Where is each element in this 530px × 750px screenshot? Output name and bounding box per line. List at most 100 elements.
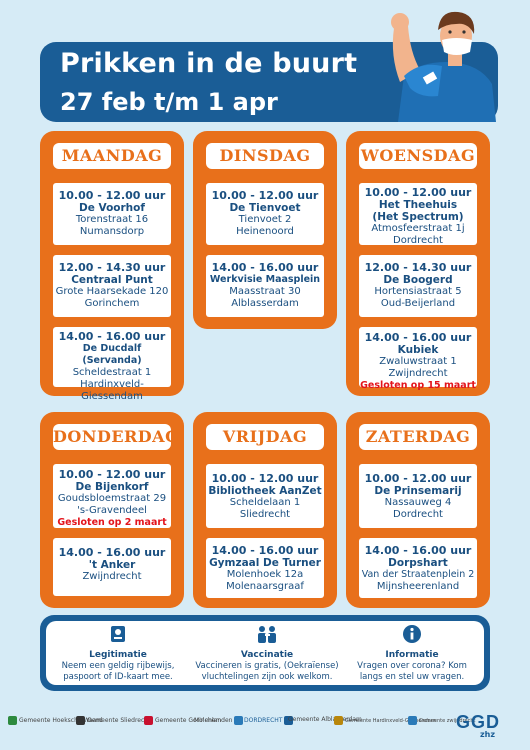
partner-logos: Gemeente Hoeksche Waard Gemeente Sliedre… <box>0 708 530 738</box>
slot-time: 14.00 - 16.00 uur <box>364 331 472 344</box>
hardinxveld-logo-icon <box>334 716 343 725</box>
info-panel-inner: Legitimatie Neem een geldig rijbewijs, p… <box>46 621 484 685</box>
slot-place: Dorpshart <box>388 557 448 569</box>
logo-label: Gemeente Alblasserdam <box>288 716 362 723</box>
slot-time: 14.00 - 16.00 uur <box>58 330 166 343</box>
slot-address: Hortensiastraat 5 <box>374 286 462 297</box>
slot-town: Giessendam <box>81 391 143 402</box>
slot-place: Bibliotheek AanZet <box>208 485 322 497</box>
slot-town: Zwijndrecht <box>82 571 142 582</box>
day-heading: VRIJDAG <box>206 424 324 450</box>
slot-place: De Tienvoet <box>229 202 301 214</box>
info-body: Vragen over corona? Kom <box>357 661 467 671</box>
logo-label: Gemeente Gorinchem <box>155 717 222 724</box>
slot-town: Mijnsheerenland <box>376 581 460 592</box>
slot-time: 10.00 - 12.00 uur <box>364 186 472 199</box>
logo-label: Gemeente Hardinxveld-Giessendam <box>345 718 436 724</box>
id-card-icon <box>111 626 125 642</box>
info-heading: Vaccinatie <box>240 650 294 660</box>
slot-town: Numansdorp <box>79 226 145 237</box>
day-card-zaterdag: ZATERDAG 10.00 - 12.00 uur De Prinsemari… <box>346 412 490 608</box>
slot-address: Scheldelaan 1 <box>229 497 301 508</box>
slot-time: 14.00 - 16.00 uur <box>211 544 319 557</box>
logo-hoeksche-waard: Gemeente Hoeksche Waard <box>8 716 103 725</box>
slot: 10.00 - 12.00 uur De Voorhof Torenstraat… <box>53 183 171 245</box>
slot-town: Oud-Beijerland <box>380 298 456 309</box>
slot-place: Kubiek <box>397 344 439 356</box>
info-icon <box>403 625 421 643</box>
logo-molenlanden: Molenlanden <box>194 716 245 725</box>
zwijndrecht-logo-icon <box>408 716 417 725</box>
slot-time: 10.00 - 12.00 uur <box>58 189 166 202</box>
dordrecht-logo-icon <box>284 716 294 725</box>
logo-sliedrecht: Gemeente Sliedrecht <box>76 716 150 725</box>
info-panel: Legitimatie Neem een geldig rijbewijs, p… <box>40 615 490 691</box>
slot-town: 's-Gravendeel <box>77 505 147 516</box>
slot-address: Grote Haarsekade 120 <box>55 286 169 297</box>
closed-notice: Gesloten op 2 maart <box>57 517 167 528</box>
slot: 10.00 - 12.00 uur De Tienvoet Tienvoet 2… <box>206 183 324 245</box>
slot-address: Zwaluwstraat 1 <box>379 356 457 367</box>
slot-time: 10.00 - 12.00 uur <box>211 472 319 485</box>
slot-address: Goudsbloemstraat 29 <box>57 493 167 504</box>
info-body: langs en stel uw vragen. <box>359 672 465 682</box>
slot: 10.00 - 12.00 uur De Bijenkorf Goudsbloe… <box>53 464 171 528</box>
day-card-vrijdag: VRIJDAG 10.00 - 12.00 uur Bibliotheek Aa… <box>193 412 337 608</box>
info-legitimatie: Legitimatie Neem een geldig rijbewijs, p… <box>48 625 188 683</box>
sliedrecht-logo-icon <box>76 716 85 725</box>
slot-place: 't Anker <box>88 559 136 571</box>
slot-town: Gorinchem <box>84 298 140 309</box>
day-card-woensdag: WOENSDAG 10.00 - 12.00 uur Het Theehuis … <box>346 131 490 396</box>
title-line-2: 27 feb t/m 1 apr <box>60 88 278 116</box>
slot-place: Gymzaal De Turner <box>209 557 321 569</box>
slot-address: Scheldestraat 1 <box>72 367 152 378</box>
slot-time: 10.00 - 12.00 uur <box>211 189 319 202</box>
slot: 12.00 - 14.30 uur Centraal Punt Grote Ha… <box>53 255 171 317</box>
day-card-donderdag: DONDERDAG 10.00 - 12.00 uur De Bijenkorf… <box>40 412 184 608</box>
slot-time: 10.00 - 12.00 uur <box>364 472 472 485</box>
slot-town: Molenaarsgraaf <box>226 581 304 592</box>
slot-time: 10.00 - 12.00 uur <box>58 468 166 481</box>
slot: 14.00 - 16.00 uur Kubiek Zwaluwstraat 1 … <box>359 327 477 391</box>
molenlanden-logo-icon <box>234 716 244 725</box>
logo-dordrecht: DORDRECHT <box>244 716 295 725</box>
slot: 14.00 - 16.00 uur Gymzaal De Turner Mole… <box>206 538 324 598</box>
slot-town: Sliedrecht <box>239 509 291 520</box>
logo-label: Gemeente Sliedrecht <box>87 717 151 724</box>
logo-label: Molenlanden <box>194 717 233 724</box>
day-card-dinsdag: DINSDAG 10.00 - 12.00 uur De Tienvoet Ti… <box>193 131 337 329</box>
slot-town: Zwijndrecht <box>388 368 448 379</box>
slot-time: 14.00 - 16.00 uur <box>364 544 472 557</box>
slot: 14.00 - 16.00 uur 't Anker Zwijndrecht <box>53 538 171 596</box>
slot-town: Dordrecht <box>393 235 443 246</box>
slot-time: 14.00 - 16.00 uur <box>211 261 319 274</box>
slot-town: Dordrecht <box>393 509 443 520</box>
day-heading: WOENSDAG <box>359 143 477 169</box>
logo-hardinxveld-giessendam: Gemeente Hardinxveld-Giessendam <box>334 716 436 725</box>
ggd-logo: GGD <box>456 712 501 732</box>
slot-place: Werkvisie Maasplein <box>209 274 321 285</box>
closed-notice: Gesloten op 15 maart <box>360 380 476 391</box>
day-heading: DONDERDAG <box>53 424 179 450</box>
slot-place-detail: (Het Spectrum) <box>372 211 464 223</box>
slot-town: Hardinxveld- <box>80 379 144 390</box>
slot-place: Het Theehuis <box>378 199 458 211</box>
info-heading: Legitimatie <box>89 650 147 660</box>
info-body: Neem een geldig rijbewijs, <box>61 661 175 671</box>
logo-zwijndrecht: Gemeente zwijndrecht <box>408 716 476 725</box>
slot-address: Maasstraat 30 <box>229 286 301 297</box>
logo-alblasserdam: Gemeente Alblasserdam <box>288 716 362 724</box>
slot-address: Tienvoet 2 <box>238 214 292 225</box>
info-body: vluchtelingen zijn ook welkom. <box>201 672 333 682</box>
slot-time: 14.00 - 16.00 uur <box>58 546 166 559</box>
logo-label: DORDRECHT <box>244 717 283 724</box>
slot-address: Nassauweg 4 <box>384 497 452 508</box>
slot-place: De Ducdalf (Servanda) <box>82 343 142 366</box>
hoeksche-waard-logo-icon <box>8 716 17 725</box>
vaccination-icon <box>258 626 276 643</box>
slot-time: 12.00 - 14.30 uur <box>58 261 166 274</box>
slot: 10.00 - 12.00 uur De Prinsemarij Nassauw… <box>359 464 477 528</box>
day-heading: MAANDAG <box>53 143 171 169</box>
info-heading: Informatie <box>385 650 439 660</box>
logo-label: Gemeente zwijndrecht <box>419 718 476 724</box>
